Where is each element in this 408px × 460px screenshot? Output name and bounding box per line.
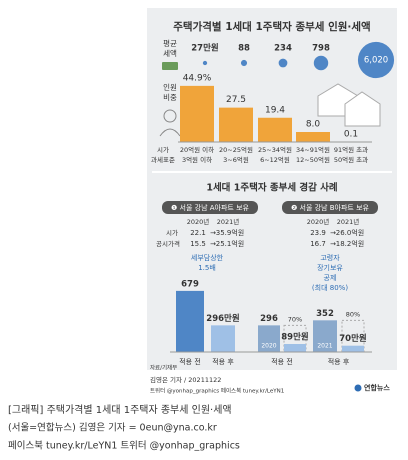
title: 주택가격별 1세대 1주택자 종부세 인원·세액: [173, 20, 370, 33]
share-label: 0.1: [344, 129, 358, 139]
year: 2021년: [337, 217, 360, 226]
arrow: →: [210, 229, 216, 237]
bubble-label: 798: [312, 44, 330, 54]
case-header-box: [162, 201, 258, 214]
tax-bubble: [357, 41, 395, 79]
year: 2020년: [307, 217, 330, 226]
row-label: 공시가격: [156, 239, 180, 248]
case-bar: [284, 343, 306, 352]
arrow: →: [330, 240, 336, 248]
year: 2020년: [187, 217, 210, 226]
row-label: 평균: [163, 38, 177, 48]
bar-label: 296: [260, 314, 278, 324]
note: 고령자: [320, 253, 340, 262]
bar-axis-label: 적용 전: [271, 357, 293, 366]
tax-bubble: [278, 58, 288, 68]
note: 1.5배: [198, 263, 216, 272]
row-label: 세액: [163, 48, 177, 58]
value-from: 15.5: [190, 240, 206, 248]
value-from: 22.1: [190, 229, 206, 237]
case-bar: [211, 325, 235, 352]
bar-axis-label: 적용 후: [212, 357, 234, 366]
tax-bubble: [240, 59, 248, 67]
section-title: 1세대 1주택자 종부세 경감 사례: [206, 182, 337, 194]
bar-year: 2020: [261, 343, 276, 350]
row-label: 인원: [163, 82, 177, 92]
price-band: 20~25억원: [219, 145, 253, 154]
person-icon: [163, 109, 177, 123]
note: 세부담상한: [191, 253, 224, 262]
share-bar: [219, 107, 253, 142]
tax-bubble: [313, 55, 329, 71]
bar-label: 352: [316, 309, 334, 319]
bubble-label: 88: [238, 44, 250, 54]
value-from: 23.9: [310, 229, 326, 237]
base-band: 3억원 이하: [182, 155, 212, 164]
note: 장기보유: [317, 263, 343, 272]
value-to: 25.1억원: [216, 239, 244, 248]
share-bar: [180, 85, 214, 142]
bubble-label: 27만원: [191, 43, 219, 54]
bubble-label: 6,020: [364, 56, 388, 66]
row-label: 시가: [166, 228, 178, 237]
share-bar: [296, 132, 330, 142]
share-label: 44.9%: [183, 73, 212, 83]
value-to: 26.0억원: [336, 228, 364, 237]
caption: (서울=연합뉴스) 김영은 기자 = 0eun@yna.co.kr: [8, 422, 217, 434]
person-icon: [159, 128, 181, 137]
case-bar: [176, 290, 204, 352]
case-header-box: [282, 201, 378, 214]
case-bar: [313, 320, 337, 352]
caption: [그래픽] 주택가격별 1세대 1주택자 종부세 인원·세액: [8, 403, 232, 416]
bar-label: 679: [181, 279, 199, 289]
logo: 연합뉴스: [364, 383, 390, 392]
base-band: 6~12억원: [260, 155, 290, 164]
case-bar: [342, 345, 364, 352]
cut-label: 80%: [346, 310, 360, 318]
arrow: →: [210, 240, 216, 248]
bar-year: 2021: [317, 343, 332, 350]
price-band: 25~34억원: [258, 145, 292, 154]
bubble-label: 234: [274, 44, 292, 54]
note: 공제: [324, 274, 337, 282]
cut-label: 70%: [288, 315, 302, 323]
share-label: 27.5: [226, 95, 246, 105]
bar-label: 89만원: [281, 331, 309, 342]
tax-bubble: [202, 60, 208, 66]
byline: 김영은 기자 / 20211122: [150, 375, 221, 384]
share-bar: [258, 117, 292, 142]
bar-label: 70만원: [339, 333, 367, 344]
year: 2021년: [217, 217, 240, 226]
value-to: 35.9억원: [216, 228, 244, 237]
caption: 페이스북 tuney.kr/LeYN1 트위터 @yonhap_graphics: [8, 440, 240, 452]
base-band: 50억원 초과: [334, 155, 368, 164]
sns: 트위터 @yonhap_graphics 페이스북 tuney.kr/LeYN1: [150, 387, 284, 395]
base-band: 3~6억원: [223, 155, 249, 164]
row-label: 과세표준: [151, 155, 175, 164]
source: 자료/기재부: [150, 364, 177, 372]
case-header: ❶ 서울 강남 A아파트 보유: [171, 203, 249, 212]
price-band: 20억원 이하: [180, 145, 214, 154]
logo-mark: [354, 384, 362, 392]
share-label: 19.4: [265, 105, 285, 115]
value-to: 18.2억원: [336, 239, 364, 248]
case-header: ❷ 서울 강남 B아파트 보유: [291, 203, 369, 212]
bar-axis-label: 적용 전: [179, 357, 201, 366]
money-icon: [162, 62, 178, 70]
price-band: 34~91억원: [296, 145, 330, 154]
bar-label: 296만원: [206, 313, 240, 324]
arrow: →: [330, 229, 336, 237]
case-bar: [258, 325, 280, 352]
bar-axis-label: 적용 후: [328, 357, 350, 366]
base-band: 12~50억원: [296, 155, 330, 164]
row-label: 비중: [163, 93, 177, 102]
house-icon: [344, 91, 381, 127]
share-label: 8.0: [306, 120, 321, 130]
value-from: 16.7: [310, 240, 326, 248]
note: (최대 80%): [312, 283, 348, 292]
price-band: 91억원 초과: [334, 145, 368, 154]
row-label: 시가: [157, 145, 169, 154]
